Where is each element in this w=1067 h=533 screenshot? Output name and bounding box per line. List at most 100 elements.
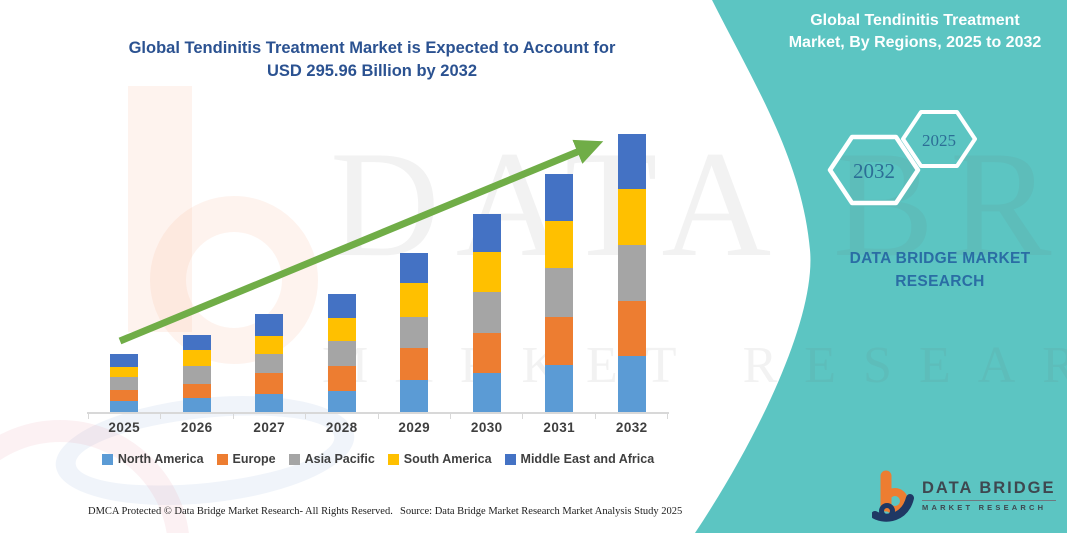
dbmr-logo: DATA BRIDGE MARKET RESEARCH (872, 468, 1056, 522)
bar-segment (255, 394, 284, 413)
bar-segment (617, 244, 646, 301)
legend-item: Europe (216, 452, 276, 466)
bar-segment (472, 333, 501, 373)
footer-source: Source: Data Bridge Market Research Mark… (400, 506, 683, 517)
bar-segment (182, 398, 211, 413)
chart-title: Global Tendinitis Treatment Market is Ex… (80, 37, 664, 83)
bar-cell-2027 (233, 131, 306, 413)
legend-swatch (216, 453, 228, 465)
legend-label: Europe (232, 452, 276, 466)
legend-label: South America (403, 452, 492, 466)
legend-item: Asia Pacific (288, 452, 375, 466)
bar-segment (110, 377, 139, 390)
stacked-bar-2032 (617, 133, 646, 413)
bar-cell-2030 (451, 131, 524, 413)
side-panel-heading: Global Tendinitis Treatment Market, By R… (772, 10, 1058, 54)
bar-segment (400, 283, 429, 317)
bar-segment (255, 354, 284, 373)
bar-segment (327, 391, 356, 413)
axis-tick-cell (306, 414, 379, 419)
brand-caption: DATA BRIDGE MARKET RESEARCH (849, 250, 1031, 290)
stacked-bar-2027 (255, 314, 284, 413)
bar-segment (472, 252, 501, 292)
axis-tick-cell (523, 414, 596, 419)
bar-segment (327, 294, 356, 318)
x-axis-label: 2031 (543, 420, 576, 435)
x-axis-label: 2026 (180, 420, 213, 435)
legend-swatch (387, 453, 399, 465)
bar-cell-2031 (523, 131, 596, 413)
bar-segment (182, 365, 211, 384)
dbmr-logo-text: DATA BRIDGE MARKET RESEARCH (922, 479, 1056, 512)
stacked-bar-2030 (472, 214, 501, 413)
bar-chart-plot (88, 131, 668, 413)
legend-swatch (288, 453, 300, 465)
legend-item: Middle East and Africa (504, 452, 655, 466)
bar-segment (110, 401, 139, 413)
legend-swatch (504, 453, 516, 465)
dbmr-logo-rule (922, 499, 1056, 501)
bar-segment (182, 349, 211, 366)
axis-tick-cell (451, 414, 524, 419)
legend-item: South America (387, 452, 492, 466)
bar-cell-2028 (306, 131, 379, 413)
bar-segment (327, 341, 356, 366)
stacked-bar-2029 (400, 253, 429, 413)
legend-label: Asia Pacific (304, 452, 375, 466)
bar-segment (617, 355, 646, 413)
bar-segment (617, 188, 646, 245)
bar-segment (400, 253, 429, 283)
dbmr-logo-name: DATA BRIDGE (922, 478, 1056, 497)
bar-segment (400, 348, 429, 380)
x-axis-labels: 2025 2026 2027 2028 2029 2030 2031 2032 (88, 420, 668, 435)
x-axis-label: 2030 (470, 420, 503, 435)
bar-segment (617, 300, 646, 356)
bar-segment (110, 390, 139, 401)
bar-segment (545, 173, 574, 221)
dbmr-logo-icon (872, 470, 914, 522)
axis-tick-cell (379, 414, 451, 419)
bar-segment (255, 336, 284, 354)
bar-segment (255, 373, 284, 394)
legend-label: Middle East and Africa (520, 452, 655, 466)
x-axis-label: 2029 (398, 420, 431, 435)
stacked-bar-2028 (327, 294, 356, 413)
axis-tick-cell (234, 414, 307, 419)
chart-legend: North America Europe Asia Pacific South Ame… (70, 452, 686, 466)
x-axis-label: 2025 (108, 420, 141, 435)
bar-segment (110, 354, 139, 367)
bar-cell-2026 (161, 131, 234, 413)
chart-title-line2: USD 295.96 Billion by 2032 (266, 62, 477, 80)
x-axis-line (87, 412, 669, 414)
legend-label: North America (117, 452, 204, 466)
bar-segment (182, 334, 211, 350)
stacked-bar-2031 (545, 173, 574, 413)
dbmr-logo-subtitle: MARKET RESEARCH (922, 502, 1047, 512)
x-axis-label: 2028 (325, 420, 358, 435)
bar-segment (182, 383, 211, 398)
bar-segment (400, 317, 429, 348)
bar-segment (110, 367, 139, 377)
footer-copyright: DMCA Protected © Data Bridge Market Rese… (88, 506, 393, 517)
axis-tick-cell (89, 414, 162, 419)
bar-segment (255, 314, 284, 336)
bar-cell-2029 (378, 131, 451, 413)
bar-cell-2032 (596, 131, 669, 413)
bar-segment (545, 220, 574, 268)
stacked-bar-2026 (182, 334, 211, 413)
side-panel-heading-line2: Market, By Regions, 2025 to 2032 (788, 34, 1042, 51)
bar-segment (472, 292, 501, 333)
axis-tick-cell (596, 414, 668, 419)
legend-swatch (101, 453, 113, 465)
bar-segment (545, 317, 574, 365)
bar-segment (545, 365, 574, 413)
bar-segment (472, 373, 501, 413)
axis-tick-cell (161, 414, 234, 419)
bar-segment (400, 380, 429, 413)
bar-segment (327, 366, 356, 391)
bar-segment (545, 268, 574, 317)
stacked-bar-2025 (110, 354, 139, 413)
bar-segment (327, 318, 356, 341)
bar-segment (617, 133, 646, 189)
